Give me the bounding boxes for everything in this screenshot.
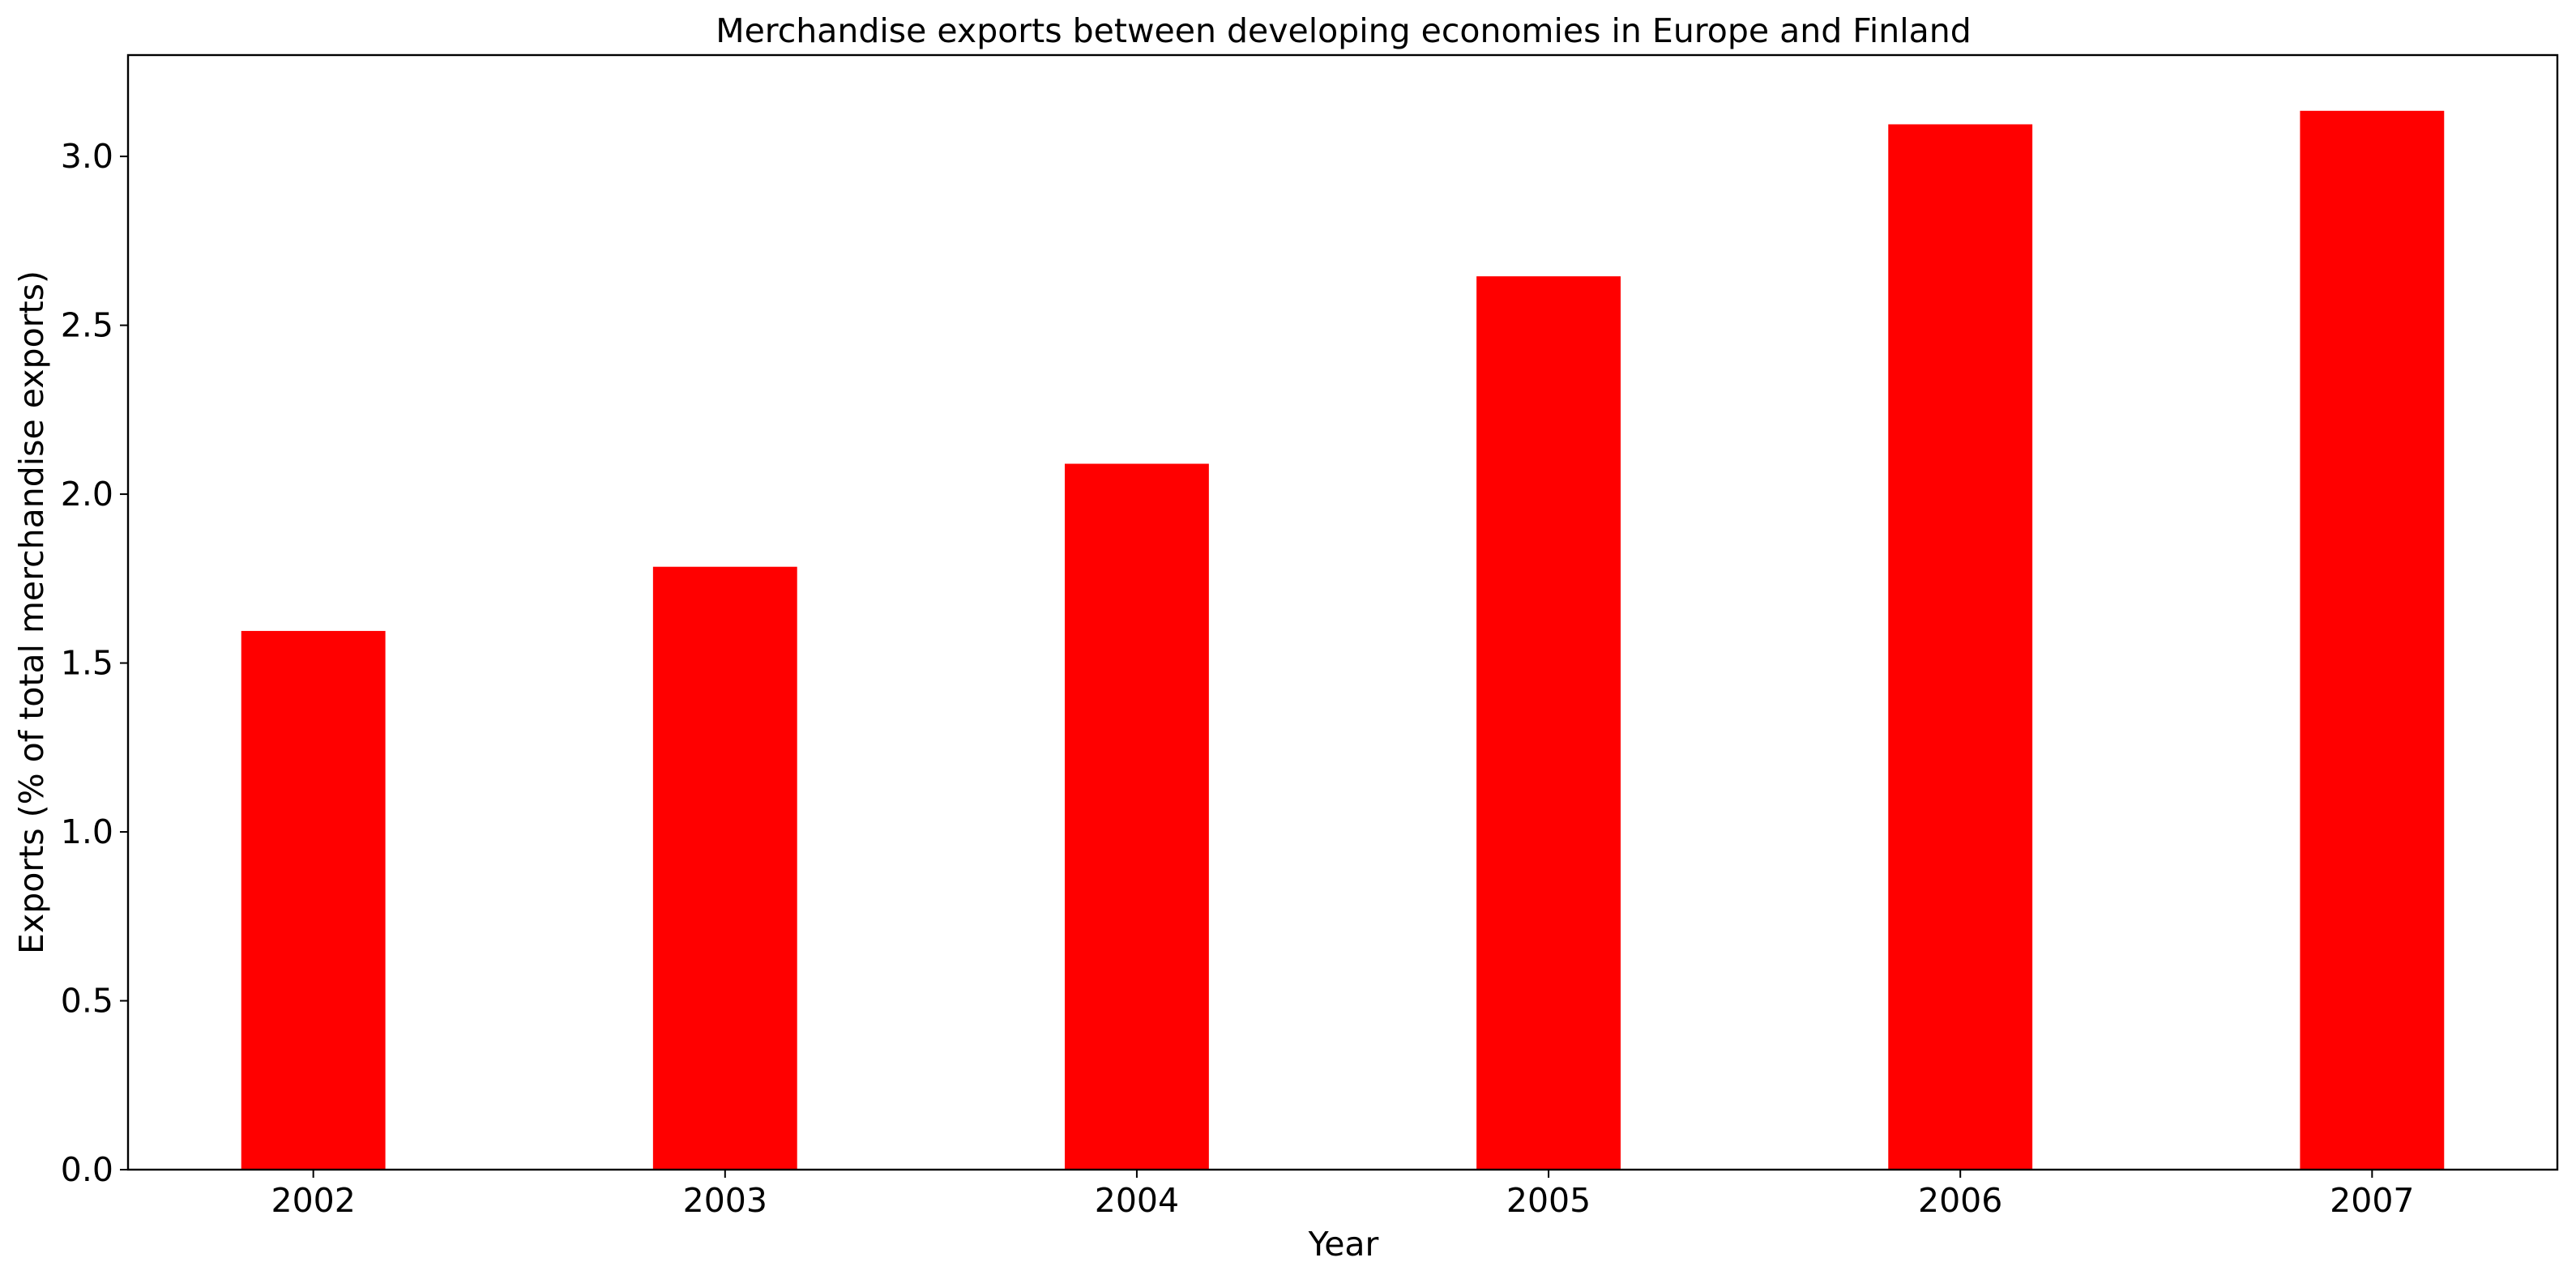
bar-2004 [1065,463,1209,1170]
bar-2006 [1888,124,2033,1170]
y-tick-label: 2.0 [61,475,113,514]
x-tick-label: 2004 [1095,1181,1179,1220]
y-tick-label: 1.5 [61,644,113,683]
y-tick-label: 1.0 [61,812,113,851]
chart-title: Merchandise exports between developing e… [716,11,1972,50]
x-axis-label: Year [1308,1225,1379,1264]
y-tick-label: 2.5 [61,306,113,345]
bars-layer [241,110,2445,1170]
bar-2007 [2300,110,2445,1170]
y-tick-label: 3.0 [61,137,113,176]
x-tick-label: 2005 [1506,1181,1591,1220]
x-tick-label: 2007 [2330,1181,2414,1220]
y-axis-label: Exports (% of total merchandise exports) [12,271,51,954]
y-axis-ticks: 0.0 0.5 1.0 1.5 2.0 2.5 3.0 [61,137,128,1189]
bar-2005 [1476,276,1621,1170]
plot-frame [126,53,2559,1171]
bar-2002 [241,630,386,1170]
x-tick-label: 2003 [683,1181,767,1220]
y-tick-label: 0.0 [61,1150,113,1189]
y-tick-label: 0.5 [61,982,113,1021]
x-tick-label: 2006 [1918,1181,2002,1220]
x-axis-ticks: 2002 2003 2004 2005 2006 2007 [271,1170,2415,1220]
bar-2003 [652,566,797,1170]
x-tick-label: 2002 [271,1181,355,1220]
